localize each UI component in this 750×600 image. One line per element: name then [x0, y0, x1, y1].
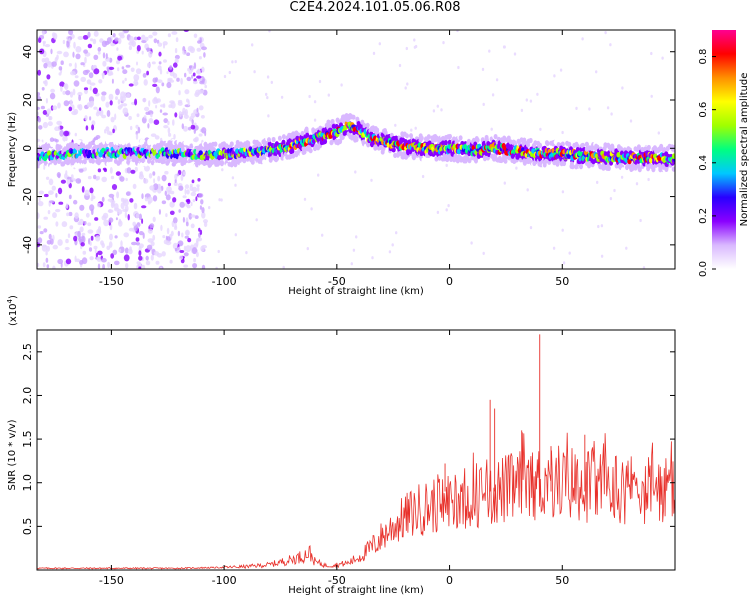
- y-tick-label: 0: [21, 145, 34, 152]
- y-axis-label: SNR (10 * v/v): [7, 419, 18, 490]
- y-tick-label: 2.0: [21, 387, 34, 405]
- spectrogram-panel: -150 -100 -50 0 50 -40 -20 0 20 40 Height of strai…: [7, 29, 676, 297]
- colorbar-tick-label: 0.2: [698, 208, 709, 224]
- colorbar-label: Normalized spectral amplitude: [739, 73, 750, 227]
- colorbar-gradient: [712, 30, 736, 269]
- y-tick-label: -20: [21, 188, 34, 206]
- x-tick-label: -150: [99, 574, 124, 587]
- colorbar-tick-label: 0.8: [698, 49, 709, 65]
- snr-series: [37, 334, 675, 570]
- x-tick-label: 50: [555, 275, 569, 288]
- bottom-plot-frame: [36, 329, 676, 571]
- y-tick-label: 40: [21, 45, 34, 59]
- colorbar-tick-label: 0.4: [698, 155, 709, 171]
- y-axis-multiplier: (x104): [6, 295, 19, 326]
- colorbar-tick-label: 0.0: [698, 261, 709, 277]
- y-tick-label: 1.5: [21, 430, 34, 448]
- y-tick-label: 1.0: [21, 474, 34, 492]
- x-tick-label: 0: [446, 574, 453, 587]
- y-tick-label: 2.5: [21, 343, 34, 361]
- y-tick-label: -40: [21, 236, 34, 254]
- top-plot-frame: [36, 29, 676, 270]
- x-tick-label: -100: [212, 574, 237, 587]
- snr-line: [37, 432, 675, 570]
- x-tick-label: -50: [328, 275, 346, 288]
- colorbar: 0.0 0.2 0.4 0.6 0.8 Normalized spectral ampli…: [698, 30, 750, 277]
- y-axis-label: Frequency (Hz): [7, 112, 18, 188]
- x-axis-label: Height of straight line (km): [288, 585, 424, 596]
- x-tick-label: 0: [446, 275, 453, 288]
- x-tick-label: -150: [99, 275, 124, 288]
- x-tick-label: 50: [555, 574, 569, 587]
- y-tick-label: 0.5: [21, 518, 34, 536]
- spectrogram-speckle: [37, 30, 675, 269]
- colorbar-tick-label: 0.6: [698, 102, 709, 118]
- x-tick-label: -50: [328, 574, 346, 587]
- y-tick-label: 20: [21, 93, 34, 107]
- snr-panel: -150 -100 -50 0 50 0.5 1.0 1.5 2.0 2.5 Height of s…: [6, 295, 676, 596]
- x-tick-label: -100: [212, 275, 237, 288]
- x-axis-label: Height of straight line (km): [288, 286, 424, 297]
- figure-title: C2E4.2024.101.05.06.R08: [289, 0, 461, 15]
